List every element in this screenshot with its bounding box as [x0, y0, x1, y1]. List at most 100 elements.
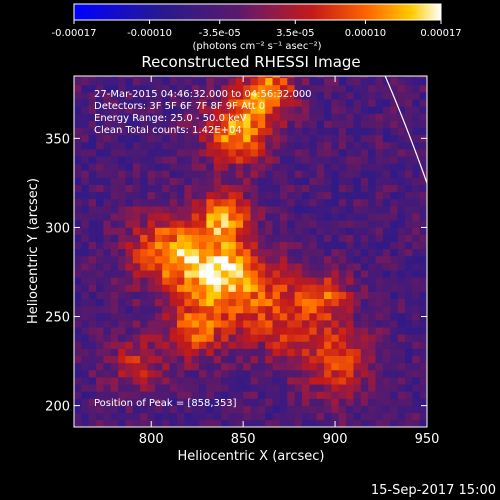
heatmap-cell — [132, 84, 141, 93]
heatmap-cell — [103, 163, 112, 171]
heatmap-cell — [199, 277, 207, 285]
heatmap-cell — [353, 220, 362, 228]
heatmap-cell — [176, 355, 185, 364]
heatmap-cell — [118, 369, 126, 378]
heatmap-cell — [404, 312, 413, 321]
heatmap-cell — [81, 355, 89, 364]
heatmap-cell — [191, 255, 200, 264]
heatmap-cell — [375, 177, 384, 185]
heatmap-cell — [147, 177, 156, 185]
heatmap-cell — [81, 156, 89, 164]
heatmap-cell — [199, 362, 207, 371]
heatmap-cell — [154, 255, 163, 264]
heatmap-cell — [353, 134, 362, 143]
heatmap-cell — [243, 156, 251, 164]
heatmap-cell — [235, 398, 244, 406]
heatmap-cell — [250, 177, 259, 185]
heatmap-cell — [125, 419, 134, 427]
heatmap-cell — [265, 227, 273, 235]
heatmap-cell — [301, 412, 310, 421]
heatmap-cell — [301, 170, 310, 178]
heatmap-cell — [199, 255, 207, 264]
heatmap-cell — [132, 348, 141, 357]
heatmap-cell — [169, 184, 178, 193]
heatmap-cell — [96, 191, 104, 200]
heatmap-cell — [81, 99, 89, 107]
heatmap-cell — [397, 412, 406, 421]
heatmap-cell — [294, 76, 303, 79]
heatmap-cell — [287, 320, 295, 328]
heatmap-cell — [404, 213, 413, 221]
heatmap-cell — [250, 305, 259, 314]
heatmap-cell — [235, 163, 244, 171]
heatmap-cell — [404, 220, 413, 228]
heatmap-cell — [404, 248, 413, 257]
heatmap-cell — [279, 198, 288, 207]
heatmap-cell — [191, 334, 200, 342]
heatmap-cell — [184, 341, 192, 349]
heatmap-cell — [324, 320, 332, 328]
heatmap-cell — [154, 405, 163, 414]
heatmap-cell — [257, 270, 266, 278]
heatmap-cell — [257, 156, 266, 164]
heatmap-cell — [221, 106, 229, 114]
heatmap-cell — [353, 156, 362, 164]
heatmap-cell — [316, 405, 325, 414]
heatmap-cell — [346, 377, 354, 385]
heatmap-cell — [169, 120, 178, 128]
heatmap-cell — [154, 99, 163, 107]
heatmap-cell — [390, 291, 398, 300]
heatmap-cell — [287, 412, 295, 421]
heatmap-cell — [235, 76, 244, 79]
heatmap-cell — [154, 355, 163, 364]
heatmap-cell — [279, 177, 288, 185]
heatmap-cell — [96, 234, 104, 242]
heatmap-cell — [169, 284, 178, 292]
heatmap-cell — [221, 220, 229, 228]
heatmap-cell — [103, 405, 112, 414]
heatmap-cell — [184, 206, 192, 214]
heatmap-cell — [397, 341, 406, 349]
heatmap-cell — [419, 362, 427, 371]
heatmap-cell — [272, 284, 281, 292]
heatmap-cell — [397, 284, 406, 292]
heatmap-cell — [184, 419, 192, 427]
heatmap-cell — [132, 248, 141, 257]
heatmap-cell — [162, 198, 170, 207]
heatmap-cell — [132, 362, 141, 371]
heatmap-cell — [199, 320, 207, 328]
heatmap-cell — [272, 263, 281, 271]
x-axis-label: Heliocentric X (arcsec) — [178, 449, 325, 464]
heatmap-cell — [360, 206, 369, 214]
heatmap-cell — [390, 120, 398, 128]
heatmap-cell — [228, 369, 237, 378]
heatmap-cell — [169, 84, 178, 93]
heatmap-cell — [206, 177, 215, 185]
heatmap-cell — [404, 384, 413, 392]
heatmap-cell — [360, 334, 369, 342]
heatmap-cell — [338, 355, 347, 364]
heatmap-cell — [243, 277, 251, 285]
heatmap-cell — [324, 156, 332, 164]
heatmap-cell — [132, 120, 141, 128]
heatmap-cell — [419, 77, 427, 86]
heatmap-cell — [309, 92, 317, 100]
heatmap-cell — [125, 227, 134, 235]
heatmap-cell — [132, 298, 141, 307]
heatmap-cell — [81, 291, 89, 300]
heatmap-cell — [412, 220, 420, 228]
heatmap-cell — [360, 220, 369, 228]
heatmap-cell — [287, 191, 295, 200]
heatmap-cell — [110, 255, 119, 264]
heatmap-cell — [412, 355, 420, 364]
heatmap-cell — [346, 362, 354, 371]
heatmap-cell — [228, 291, 237, 300]
heatmap-cell — [169, 163, 178, 171]
heatmap-cell — [316, 220, 325, 228]
heatmap-cell — [118, 334, 126, 342]
heatmap-cell — [404, 92, 413, 100]
heatmap-cell — [213, 284, 222, 292]
heatmap-cell — [206, 369, 215, 378]
heatmap-cell — [221, 362, 229, 371]
heatmap-cell — [118, 248, 126, 257]
